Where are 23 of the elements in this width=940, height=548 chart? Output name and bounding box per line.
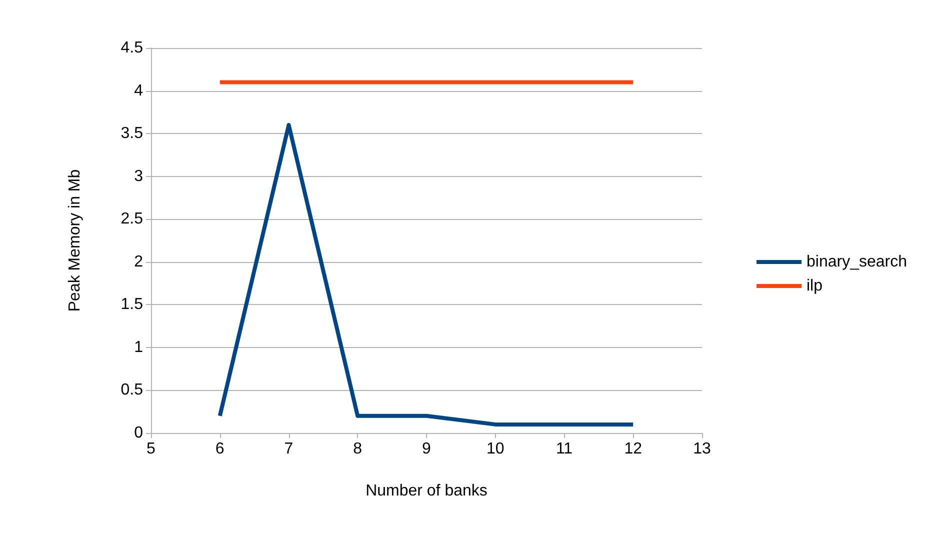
y-tick-label: 2.5 [120,210,144,228]
y-tick-label: 4 [134,82,144,100]
x-tick-label: 8 [353,440,362,458]
legend-label: ilp [806,278,823,294]
y-tick-label: 4.5 [120,40,144,56]
y-tick-label: 3 [134,168,144,185]
y-tick-label: 0 [134,424,144,442]
x-tick-label: 5 [146,440,156,458]
x-tick-label: 13 [693,440,711,458]
x-tick-label: 12 [624,440,642,458]
y-tick-label: 1.5 [120,296,144,314]
y-tick-label: 0.5 [120,382,144,399]
y-axis-title: Peak Memory in Mb [66,169,84,312]
y-tick-label: 2 [134,253,144,270]
y-tick-label: 1 [134,338,144,356]
x-tick-label: 7 [284,440,294,458]
x-tick-label: 6 [215,440,224,458]
x-tick-label: 9 [422,440,432,458]
x-tick-label: 11 [556,440,573,458]
x-axis-title: Number of banks [366,482,488,500]
legend-label: binary_search [806,254,907,270]
y-tick-label: 3.5 [120,125,144,142]
x-tick-label: 10 [486,440,504,458]
